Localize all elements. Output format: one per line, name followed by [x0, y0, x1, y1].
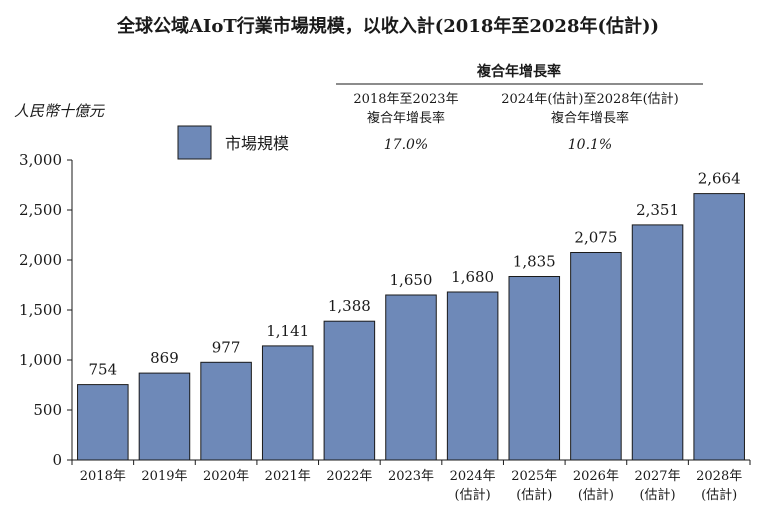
bar — [631, 224, 684, 461]
y-tick-label: 3,000 — [19, 151, 62, 169]
bar-value-label: 754 — [88, 361, 117, 379]
x-tick-label: 2025年 — [511, 469, 557, 484]
bar — [200, 361, 252, 461]
bar — [570, 252, 622, 461]
bar-value-label: 1,650 — [390, 271, 433, 289]
legend-label: 市場規模 — [225, 134, 289, 153]
y-tick-label: 1,000 — [19, 351, 62, 369]
bar — [508, 276, 561, 461]
x-tick-label: 2026年 — [573, 469, 619, 484]
x-axis: 2018年 2019年 2020年 2021年 2022年 2023年 2024年 (估計) 2… — [71, 459, 751, 503]
bar — [138, 372, 191, 461]
y-axis: 0 500 1,000 1,500 2,000 2,500 3,000 — [19, 151, 73, 469]
x-tick-label: 2022年 — [326, 469, 372, 484]
bars-group — [77, 193, 745, 461]
bar-value-label: 1,680 — [451, 268, 494, 286]
bar-value-label: 1,141 — [266, 322, 309, 340]
bar-value-label: 869 — [150, 349, 179, 367]
cagr-period-2-line2: 複合年增長率 — [551, 110, 629, 126]
bar — [693, 193, 745, 461]
y-tick-label: 2,000 — [19, 251, 62, 269]
legend-swatch — [177, 125, 212, 160]
bar — [323, 320, 376, 461]
bar — [77, 384, 129, 461]
cagr-period-2-line1: 2024年(估計)至2028年(估計) — [501, 91, 678, 107]
cagr-header: 複合年增長率 — [476, 63, 561, 80]
x-tick-label: (估計) — [639, 487, 675, 503]
bar-value-label: 1,388 — [328, 297, 371, 315]
y-tick-label: 1,500 — [19, 301, 62, 319]
y-tick-label: 0 — [52, 451, 62, 469]
value-labels-group: 754 869 977 1,141 1,388 1,650 1,680 1,835 2,075 2… — [88, 170, 740, 379]
x-tick-label: (估計) — [516, 487, 552, 503]
bar — [261, 345, 314, 461]
x-tick-label: 2024年 — [450, 469, 496, 484]
bar-value-label: 977 — [212, 338, 241, 356]
bar-value-label: 1,835 — [513, 253, 556, 271]
y-tick-label: 500 — [33, 401, 62, 419]
bar — [385, 294, 437, 461]
y-axis-unit-label: 人民幣十億元 — [14, 102, 105, 120]
bar-value-label: 2,351 — [636, 201, 679, 219]
x-tick-label: 2023年 — [388, 469, 434, 484]
x-tick-label: 2027年 — [634, 469, 680, 484]
cagr-period-2-value: 10.1% — [568, 137, 612, 153]
chart-title: 全球公域AIoT行業市場規模，以收入計(2018年至2028年(估計)) — [116, 15, 659, 37]
x-tick-label: 2018年 — [80, 469, 126, 484]
x-tick-label: 2020年 — [203, 469, 249, 484]
x-tick-label: (估計) — [701, 487, 737, 503]
bar-value-label: 2,664 — [698, 170, 741, 188]
cagr-period-1-line2: 複合年增長率 — [367, 110, 445, 126]
y-tick-label: 2,500 — [19, 201, 62, 219]
x-tick-label: 2028年 — [696, 469, 742, 484]
x-tick-label: 2021年 — [265, 469, 311, 484]
x-tick-label: (估計) — [578, 487, 614, 503]
bar — [446, 291, 499, 461]
bar-value-label: 2,075 — [574, 229, 617, 247]
cagr-period-1-line1: 2018年至2023年 — [353, 92, 458, 107]
cagr-period-1-value: 17.0% — [384, 137, 428, 153]
x-tick-label: (估計) — [455, 487, 491, 503]
x-tick-label: 2019年 — [141, 469, 187, 484]
